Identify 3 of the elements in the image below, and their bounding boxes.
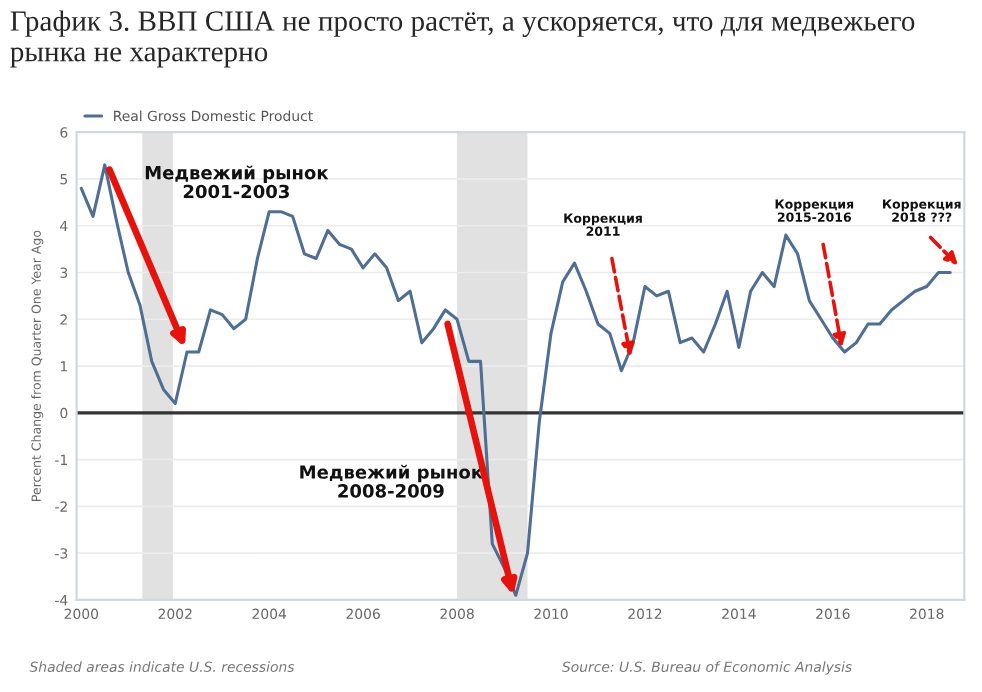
chart-title: График 3. ВВП США не просто растёт, а ускоряется, что для медвежьего рынка не характерно bbox=[10, 10, 915, 68]
annotation: Медвежий рынок 2001-2003 bbox=[145, 165, 329, 199]
annotation: Медвежий рынок 2008-2009 bbox=[300, 464, 483, 498]
